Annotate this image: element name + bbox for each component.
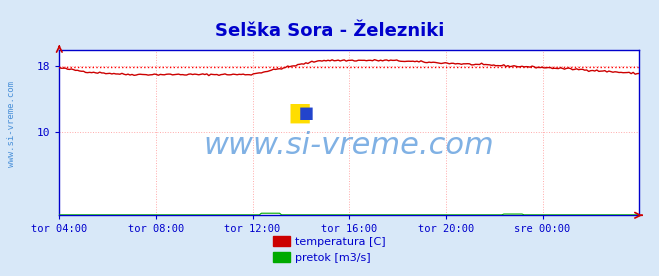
Text: Selška Sora - Železniki: Selška Sora - Železniki [215,22,444,40]
Text: ▪: ▪ [297,101,314,124]
Text: ▪: ▪ [287,94,313,132]
Text: www.si-vreme.com: www.si-vreme.com [204,131,495,160]
Legend: temperatura [C], pretok [m3/s]: temperatura [C], pretok [m3/s] [269,232,390,268]
Text: www.si-vreme.com: www.si-vreme.com [7,81,16,167]
